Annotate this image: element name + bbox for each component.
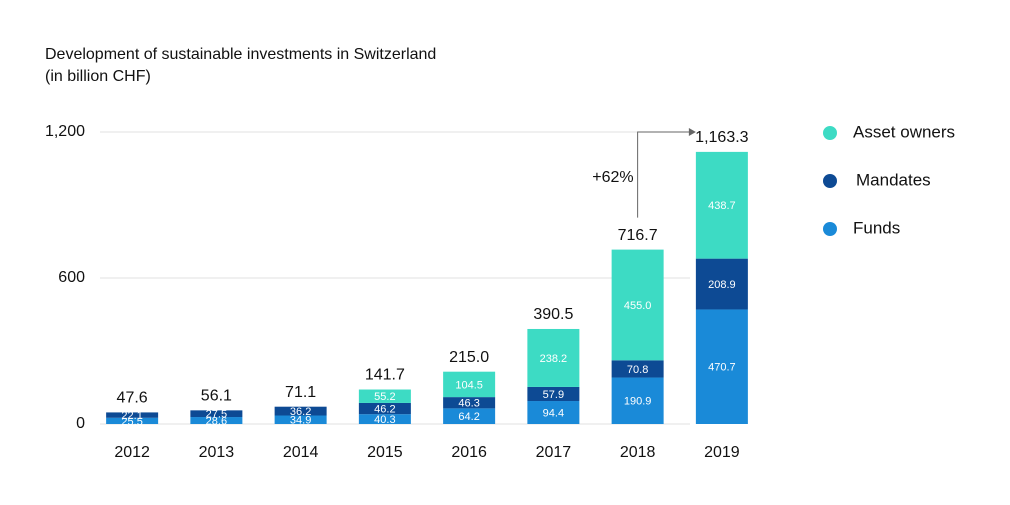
x-tick-label: 2016: [451, 444, 487, 461]
bar-segment: [695, 151, 748, 259]
segment-label: 40.3: [374, 414, 395, 426]
segment-label: 238.2: [540, 353, 568, 365]
total-label: 71.1: [285, 384, 316, 401]
segment-label: 28.6: [206, 415, 227, 427]
bar-segment: [695, 258, 748, 310]
legend-swatch: [823, 222, 837, 236]
bar-segment: [274, 415, 327, 424]
x-tick-label: 2013: [199, 444, 235, 461]
segment-label: 70.8: [627, 364, 648, 376]
bar-segment: [611, 377, 664, 424]
segment-label: 22.1: [121, 410, 142, 422]
chart-title: Development of sustainable investments i…: [45, 46, 436, 63]
bar-segment: [358, 402, 411, 415]
legend-label: Asset owners: [853, 122, 955, 141]
x-tick-label: 2019: [704, 444, 740, 461]
bar-segment: [611, 249, 664, 361]
segment-label: 34.9: [290, 415, 311, 427]
total-label: 56.1: [201, 388, 232, 405]
bar-segment: [695, 309, 748, 424]
total-label: 716.7: [618, 227, 658, 244]
legend-label: Funds: [853, 218, 900, 237]
segment-label: 104.5: [455, 379, 483, 391]
segment-label: 438.7: [708, 200, 736, 212]
segment-label: 25.5: [121, 416, 142, 428]
bar-segment: [443, 371, 496, 398]
x-tick-label: 2012: [114, 444, 150, 461]
bar-segment: [106, 417, 159, 424]
segment-label: 190.9: [624, 396, 652, 408]
total-label: 47.6: [117, 390, 148, 407]
segment-label: 46.3: [458, 398, 479, 410]
bar-segment: [527, 328, 580, 387]
y-tick-label: 1,200: [45, 123, 85, 140]
annotation-arrow: [637, 131, 690, 218]
annotation: +62%: [592, 169, 633, 186]
bar-segment: [527, 401, 580, 424]
x-tick-label: 2017: [536, 444, 572, 461]
x-tick-label: 2014: [283, 444, 319, 461]
legend-label: Mandates: [856, 170, 931, 189]
bar-segment: [274, 406, 327, 416]
bar-segment: [358, 389, 411, 403]
y-tick-label: 600: [58, 269, 85, 286]
segment-label: 36.2: [290, 406, 311, 418]
bar-segment: [527, 386, 580, 402]
chart-subtitle: (in billion CHF): [45, 68, 151, 85]
segment-label: 46.2: [374, 403, 395, 415]
segment-label: 27.5: [206, 409, 227, 421]
bar-segment: [106, 412, 159, 418]
bar-segment: [190, 410, 243, 418]
segment-label: 470.7: [708, 362, 736, 374]
total-label: 141.7: [365, 367, 405, 384]
arrow-head: [688, 128, 696, 136]
segment-label: 455.0: [624, 300, 652, 312]
legend-swatch: [823, 174, 837, 188]
bar-segment: [611, 360, 664, 378]
total-label: 390.5: [533, 306, 573, 323]
total-label: 215.0: [449, 349, 489, 366]
bar-segment: [443, 408, 496, 424]
legend-swatch: [823, 126, 837, 140]
y-tick-label: 0: [76, 415, 85, 432]
segment-label: 64.2: [458, 411, 479, 423]
bar-segment: [358, 414, 411, 424]
x-tick-label: 2015: [367, 444, 403, 461]
segment-label: 94.4: [543, 407, 564, 419]
segment-label: 57.9: [543, 389, 564, 401]
x-tick-label: 2018: [620, 444, 656, 461]
bar-segment: [190, 417, 243, 424]
segment-label: 55.2: [374, 391, 395, 403]
segment-label: 208.9: [708, 279, 736, 291]
bar-segment: [443, 397, 496, 409]
total-label: 1,163.3: [695, 129, 748, 146]
